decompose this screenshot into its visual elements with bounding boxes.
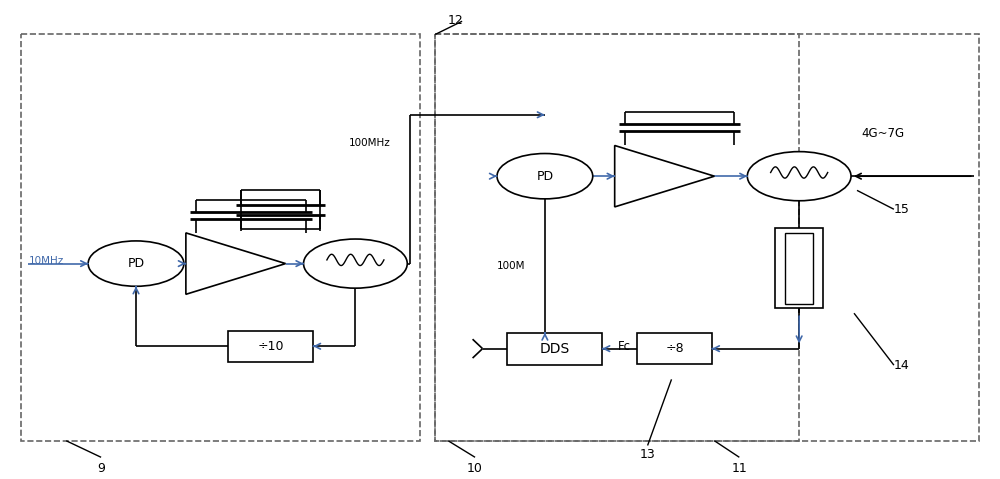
Text: 9: 9: [97, 462, 105, 475]
Bar: [775, 228, 823, 308]
Text: 12: 12: [448, 14, 464, 27]
Bar: [228, 331, 313, 362]
Bar: [507, 332, 602, 365]
Text: PD: PD: [536, 170, 553, 182]
Bar: [435, 34, 799, 441]
Bar: [785, 233, 813, 304]
Circle shape: [88, 241, 184, 286]
Text: DDS: DDS: [540, 342, 570, 355]
Text: 100MHz: 100MHz: [349, 138, 390, 148]
Text: 11: 11: [731, 462, 747, 475]
Polygon shape: [615, 146, 714, 207]
Text: 10MHz: 10MHz: [28, 256, 64, 266]
Text: 14: 14: [894, 359, 910, 372]
Text: 100M: 100M: [496, 261, 525, 271]
Text: PD: PD: [127, 257, 145, 270]
Bar: [435, 34, 979, 441]
Bar: [637, 333, 712, 364]
Text: 13: 13: [640, 448, 655, 461]
Text: 10: 10: [467, 462, 483, 475]
Text: 4G~7G: 4G~7G: [861, 127, 904, 140]
Text: 15: 15: [894, 203, 910, 216]
Text: ÷10: ÷10: [257, 340, 284, 353]
Polygon shape: [186, 233, 286, 294]
Text: Fc: Fc: [618, 340, 631, 353]
Circle shape: [497, 153, 593, 199]
Bar: [21, 34, 420, 441]
Circle shape: [747, 152, 851, 201]
Circle shape: [304, 239, 407, 288]
Text: ÷8: ÷8: [665, 342, 684, 355]
